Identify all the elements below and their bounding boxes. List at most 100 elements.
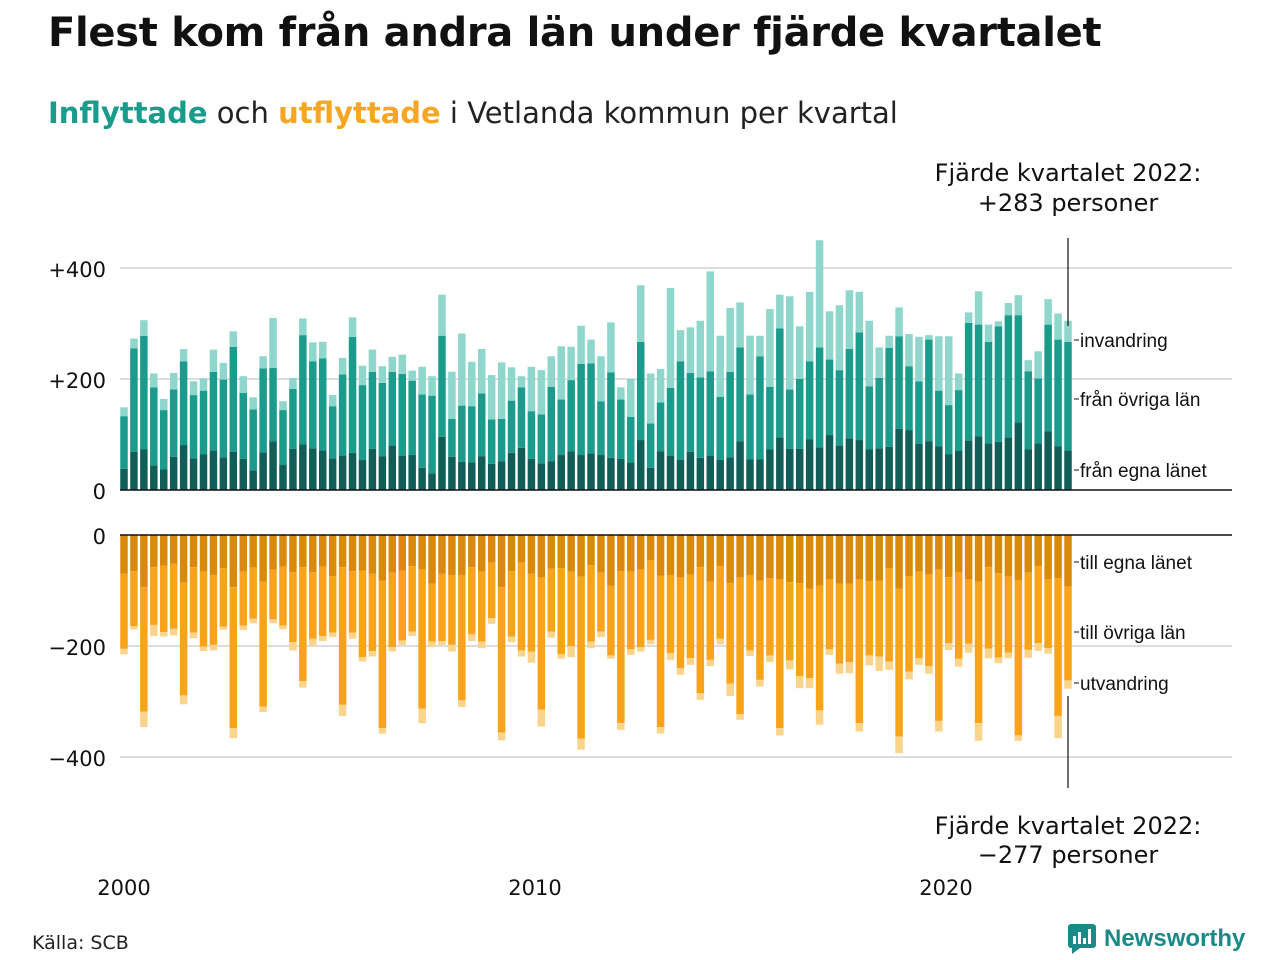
inflow-bar-2-q61 bbox=[716, 396, 724, 461]
outflow-bar-2-q72 bbox=[825, 579, 834, 650]
outflow-bar-1-q15 bbox=[259, 535, 267, 582]
inflow-bar-2-q90 bbox=[1004, 315, 1013, 438]
inflow-bar-1-q21 bbox=[318, 450, 327, 491]
outflow-bar-3-q59 bbox=[696, 693, 705, 700]
inflow-bar-1-q9 bbox=[199, 454, 208, 490]
inflow-bar-1-q64 bbox=[746, 459, 754, 491]
outflow-bar-3-q94 bbox=[1044, 648, 1052, 654]
inflow-bar-3-q60 bbox=[706, 271, 715, 372]
outflow-bar-3-q2 bbox=[130, 626, 138, 630]
inflow-bar-1-q95 bbox=[1054, 446, 1062, 490]
inflow-bar-2-q31 bbox=[418, 394, 426, 468]
inflow-bars bbox=[120, 240, 1072, 491]
inflow-bar-3-q29 bbox=[398, 354, 406, 375]
outflow-bar-1-q47 bbox=[577, 535, 585, 577]
inflow-bar-2-q96 bbox=[1064, 341, 1072, 451]
inflow-bar-1-q81 bbox=[915, 443, 923, 491]
outflow-bar-1-q48 bbox=[587, 535, 595, 565]
outflow-bar-2-q54 bbox=[646, 559, 655, 640]
outflow-bar-1-q76 bbox=[865, 535, 874, 582]
outflow-bar-3-q40 bbox=[507, 636, 516, 643]
inflow-bar-3-q85 bbox=[954, 373, 963, 391]
outflow-bar-2-q20 bbox=[309, 572, 317, 639]
inflow-bar-3-q96 bbox=[1064, 320, 1072, 342]
inflow-bar-3-q76 bbox=[865, 320, 874, 387]
inflow-bar-3-q82 bbox=[925, 335, 933, 340]
inflow-bar-2-q9 bbox=[199, 390, 208, 455]
inflow-bar-3-q9 bbox=[199, 378, 208, 391]
inflow-bar-3-q42 bbox=[527, 366, 536, 412]
inflow-bar-1-q55 bbox=[656, 451, 665, 490]
outflow-bar-1-q2 bbox=[130, 535, 138, 572]
outflow-bar-1-q19 bbox=[299, 535, 307, 568]
outflow-bar-2-q43 bbox=[537, 577, 546, 710]
inflow-bar-2-q40 bbox=[507, 400, 516, 453]
y-tick-bottom-0: 0 bbox=[93, 525, 106, 549]
label-utvandring: utvandring bbox=[1080, 674, 1169, 695]
outflow-bar-3-q84 bbox=[945, 643, 953, 650]
inflow-bar-3-q62 bbox=[726, 307, 734, 372]
outflow-bar-2-q76 bbox=[865, 581, 874, 656]
inflow-bar-3-q39 bbox=[497, 362, 506, 419]
inflow-bar-2-q45 bbox=[557, 399, 565, 456]
outflow-bar-2-q84 bbox=[945, 577, 953, 644]
outflow-bar-2-q9 bbox=[199, 571, 208, 647]
outflow-bar-1-q12 bbox=[229, 535, 238, 588]
inflow-bar-3-q17 bbox=[279, 401, 287, 411]
inflow-bar-1-q88 bbox=[984, 443, 993, 490]
outflow-bar-2-q96 bbox=[1064, 586, 1072, 681]
outflow-bar-2-q28 bbox=[388, 572, 397, 648]
inflow-bar-2-q78 bbox=[885, 347, 893, 447]
inflow-bar-1-q11 bbox=[219, 457, 228, 490]
label-till-egna-lanet: till egna länet bbox=[1080, 553, 1193, 574]
inflow-bar-3-q31 bbox=[418, 366, 426, 395]
inflow-bar-1-q26 bbox=[368, 448, 377, 490]
outflow-bar-3-q70 bbox=[805, 678, 814, 689]
inflow-bar-1-q77 bbox=[875, 448, 883, 491]
inflow-bar-2-q20 bbox=[309, 361, 317, 449]
outflow-bar-2-q65 bbox=[756, 580, 764, 680]
inflow-bar-3-q49 bbox=[597, 356, 605, 402]
outflow-bar-2-q42 bbox=[527, 573, 536, 652]
inflow-bar-3-q2 bbox=[130, 338, 138, 349]
outflow-bar-3-q87 bbox=[974, 723, 983, 741]
inflow-bar-3-q67 bbox=[776, 294, 784, 329]
inflow-bar-1-q34 bbox=[448, 456, 456, 490]
label-till-ovriga-lan: till övriga län bbox=[1080, 623, 1186, 644]
inflow-bar-2-q66 bbox=[766, 386, 774, 450]
inflow-bar-3-q36 bbox=[468, 361, 476, 407]
inflow-bar-1-q33 bbox=[438, 436, 446, 490]
inflow-bar-1-q67 bbox=[776, 437, 784, 490]
inflow-bar-1-q74 bbox=[845, 438, 854, 490]
inflow-bar-2-q34 bbox=[448, 418, 456, 457]
outflow-bar-1-q95 bbox=[1054, 535, 1062, 579]
outflow-bar-1-q54 bbox=[646, 535, 655, 560]
outflow-bar-3-q55 bbox=[656, 727, 665, 734]
outflow-bar-2-q38 bbox=[487, 562, 496, 619]
inflow-bar-1-q29 bbox=[398, 455, 406, 490]
outflow-bar-1-q11 bbox=[219, 535, 228, 569]
inflow-bar-1-q79 bbox=[895, 428, 903, 490]
inflow-bar-3-q53 bbox=[636, 285, 645, 342]
outflow-bar-3-q43 bbox=[537, 709, 546, 727]
inflow-bar-2-q80 bbox=[905, 366, 913, 431]
outflow-bar-2-q61 bbox=[716, 566, 724, 639]
inflow-bar-2-q83 bbox=[935, 390, 943, 447]
outflow-bar-2-q66 bbox=[766, 578, 774, 656]
inflow-bar-3-q32 bbox=[428, 376, 436, 396]
outflow-bar-1-q18 bbox=[289, 535, 297, 573]
outflow-bar-3-q47 bbox=[577, 738, 585, 750]
outflow-bar-1-q88 bbox=[984, 535, 993, 568]
inflow-bar-3-q65 bbox=[756, 335, 764, 357]
outflow-bar-3-q72 bbox=[825, 649, 834, 655]
inflow-bar-3-q94 bbox=[1044, 299, 1052, 325]
inflow-bar-1-q24 bbox=[348, 452, 357, 490]
outflow-bar-2-q60 bbox=[706, 581, 715, 660]
outflow-bar-1-q94 bbox=[1044, 535, 1052, 580]
inflow-bar-1-q40 bbox=[507, 452, 516, 490]
outflow-bar-2-q27 bbox=[378, 580, 387, 729]
inflow-bar-1-q35 bbox=[458, 461, 466, 490]
outflow-bar-1-q56 bbox=[666, 535, 675, 575]
inflow-bar-1-q18 bbox=[289, 448, 297, 490]
outflow-bar-2-q71 bbox=[815, 585, 824, 711]
